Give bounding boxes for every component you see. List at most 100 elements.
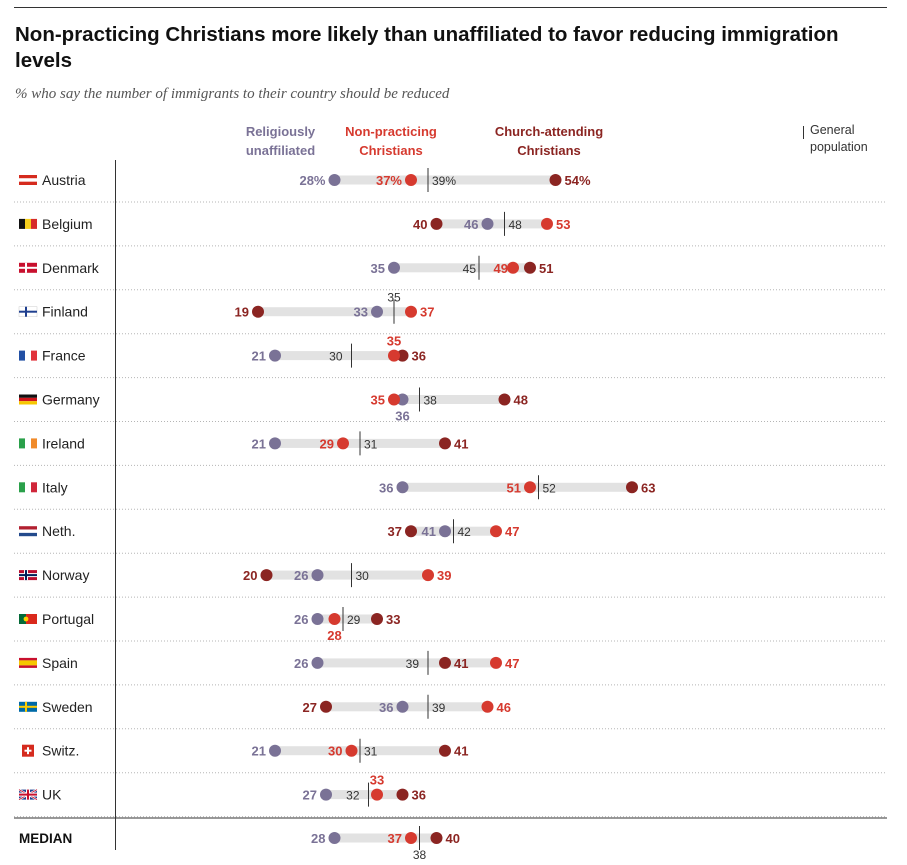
church-dot-belgium bbox=[430, 217, 443, 230]
flag-germany-stripe bbox=[19, 394, 37, 398]
flag-france-stripe bbox=[25, 350, 31, 361]
country-label-portugal: Portugal bbox=[42, 611, 94, 627]
unaffiliated-value-spain: 26 bbox=[294, 656, 308, 671]
flag-denmark-cross bbox=[19, 266, 37, 269]
nonpracticing-value-italy: 51 bbox=[507, 480, 521, 495]
church-value-uk: 36 bbox=[412, 788, 426, 803]
unaffiliated-dot-norway bbox=[311, 569, 324, 582]
range-bar-spain bbox=[317, 658, 496, 668]
nonpracticing-dot-italy bbox=[524, 481, 536, 494]
church-value-france: 36 bbox=[412, 349, 426, 364]
legend-general-marker bbox=[803, 126, 804, 139]
church-dot-italy bbox=[626, 481, 638, 494]
nonpracticing-dot-portugal bbox=[328, 613, 341, 625]
unaffiliated-dot-france bbox=[269, 349, 281, 362]
unaffiliated-dot-austria bbox=[328, 174, 341, 186]
church-value-finland: 19 bbox=[235, 305, 249, 320]
range-bar-denmark bbox=[394, 263, 530, 273]
flag-france-stripe bbox=[19, 350, 25, 361]
flag-belgium-stripe bbox=[31, 218, 37, 229]
chart-title: Non-practicing Christians more likely th… bbox=[15, 23, 839, 72]
flag-neth-stripe bbox=[19, 529, 37, 533]
flag-portugal-red bbox=[26, 614, 37, 624]
church-dot-neth bbox=[405, 525, 417, 538]
flag-spain-stripe bbox=[19, 665, 37, 668]
legend-unaffiliated: Religiously unaffiliated bbox=[245, 124, 316, 158]
flag-neth-stripe bbox=[19, 532, 37, 537]
range-bar-france bbox=[275, 351, 403, 361]
country-label-norway: Norway bbox=[42, 567, 89, 583]
nonpracticing-dot-spain bbox=[490, 656, 502, 669]
country-label-ireland: Ireland bbox=[42, 435, 85, 451]
flag-belgium-stripe bbox=[19, 218, 25, 229]
range-bar-median bbox=[334, 833, 437, 843]
nonpracticing-value-median: 37 bbox=[388, 831, 402, 846]
church-dot-norway bbox=[260, 569, 273, 582]
country-label-finland: Finland bbox=[42, 304, 88, 320]
country-label-switz: Switz. bbox=[42, 743, 79, 759]
chart-subtitle: % who say the number of immigrants to th… bbox=[15, 86, 450, 102]
flag-neth-stripe bbox=[19, 526, 37, 530]
nonpracticing-value-denmark: 49 bbox=[494, 261, 508, 276]
nonpracticing-dot-denmark bbox=[507, 261, 519, 274]
flag-uk-cross bbox=[19, 793, 37, 796]
flag-austria-stripe bbox=[19, 181, 37, 185]
general-value-neth: 42 bbox=[458, 525, 472, 539]
unaffiliated-dot-belgium bbox=[481, 217, 494, 230]
general-value-finland: 35 bbox=[387, 291, 401, 305]
nonpracticing-dot-finland bbox=[405, 305, 417, 318]
country-label-neth: Neth. bbox=[42, 523, 75, 539]
flag-austria-stripe bbox=[19, 178, 37, 182]
flag-italy-stripe bbox=[31, 482, 37, 493]
flag-spain-stripe bbox=[19, 657, 37, 661]
flag-portugal-emblem bbox=[23, 616, 29, 622]
general-value-spain: 39 bbox=[406, 657, 420, 671]
flag-ireland-stripe bbox=[19, 438, 25, 449]
church-dot-finland bbox=[252, 305, 264, 318]
nonpracticing-value-norway: 39 bbox=[437, 568, 451, 583]
unaffiliated-value-germany: 36 bbox=[395, 409, 409, 424]
unaffiliated-dot-italy bbox=[396, 481, 409, 494]
flag-germany-stripe bbox=[19, 397, 37, 402]
flag-finland-cross bbox=[19, 310, 37, 313]
unaffiliated-value-france: 21 bbox=[252, 349, 266, 364]
general-value-median: 38 bbox=[413, 848, 427, 862]
general-value-switz: 31 bbox=[364, 745, 378, 759]
flag-spain-stripe bbox=[19, 660, 37, 666]
church-value-switz: 41 bbox=[454, 744, 468, 759]
church-dot-austria bbox=[549, 174, 562, 186]
church-value-germany: 48 bbox=[514, 393, 528, 408]
range-bar-finland bbox=[258, 307, 411, 317]
range-bar-germany bbox=[394, 395, 505, 404]
church-dot-france bbox=[396, 349, 409, 362]
unaffiliated-dot-neth bbox=[439, 525, 451, 538]
country-label-denmark: Denmark bbox=[42, 260, 100, 276]
country-label-uk: UK bbox=[42, 787, 62, 803]
unaffiliated-dot-denmark bbox=[388, 261, 400, 274]
nonpracticing-value-germany: 35 bbox=[371, 393, 385, 408]
flag-italy-stripe bbox=[19, 482, 25, 493]
nonpracticing-dot-norway bbox=[422, 569, 434, 582]
church-dot-portugal bbox=[371, 613, 383, 625]
country-label-spain: Spain bbox=[42, 655, 78, 671]
general-value-denmark: 45 bbox=[463, 262, 477, 276]
general-value-belgium: 48 bbox=[509, 218, 523, 232]
nonpracticing-dot-france bbox=[388, 349, 400, 362]
unaffiliated-value-belgium: 46 bbox=[464, 217, 478, 232]
nonpracticing-value-belgium: 53 bbox=[556, 217, 570, 232]
general-value-portugal: 29 bbox=[347, 613, 361, 627]
nonpracticing-dot-switz bbox=[345, 744, 358, 757]
flag-france-stripe bbox=[31, 350, 37, 361]
flag-ireland-stripe bbox=[25, 438, 31, 449]
church-dot-germany bbox=[498, 393, 511, 406]
country-label-germany: Germany bbox=[42, 392, 100, 408]
nonpracticing-value-portugal: 28 bbox=[327, 628, 341, 643]
church-value-denmark: 51 bbox=[539, 261, 553, 276]
unaffiliated-dot-median bbox=[328, 832, 341, 844]
church-value-italy: 63 bbox=[641, 480, 655, 495]
country-label-austria: Austria bbox=[42, 172, 86, 188]
general-value-ireland: 31 bbox=[364, 437, 378, 451]
unaffiliated-value-austria: 28% bbox=[299, 173, 325, 188]
unaffiliated-value-ireland: 21 bbox=[252, 436, 266, 451]
